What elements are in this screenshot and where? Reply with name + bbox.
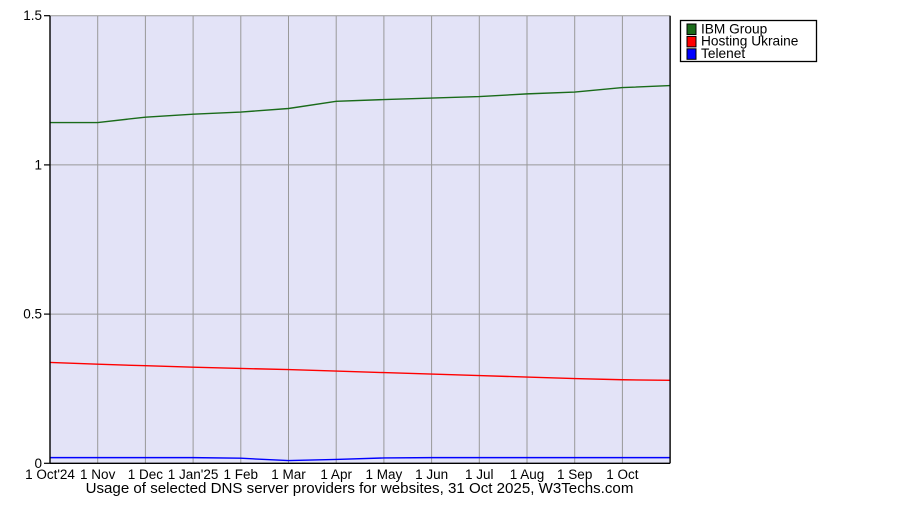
svg-text:Usage of selected DNS server p: Usage of selected DNS server providers f… xyxy=(86,480,634,497)
svg-text:1.5: 1.5 xyxy=(23,8,42,23)
svg-text:0.5: 0.5 xyxy=(23,307,42,322)
svg-text:1 Oct'24: 1 Oct'24 xyxy=(25,467,75,482)
svg-text:Telenet: Telenet xyxy=(701,46,745,61)
svg-text:1: 1 xyxy=(34,157,42,172)
